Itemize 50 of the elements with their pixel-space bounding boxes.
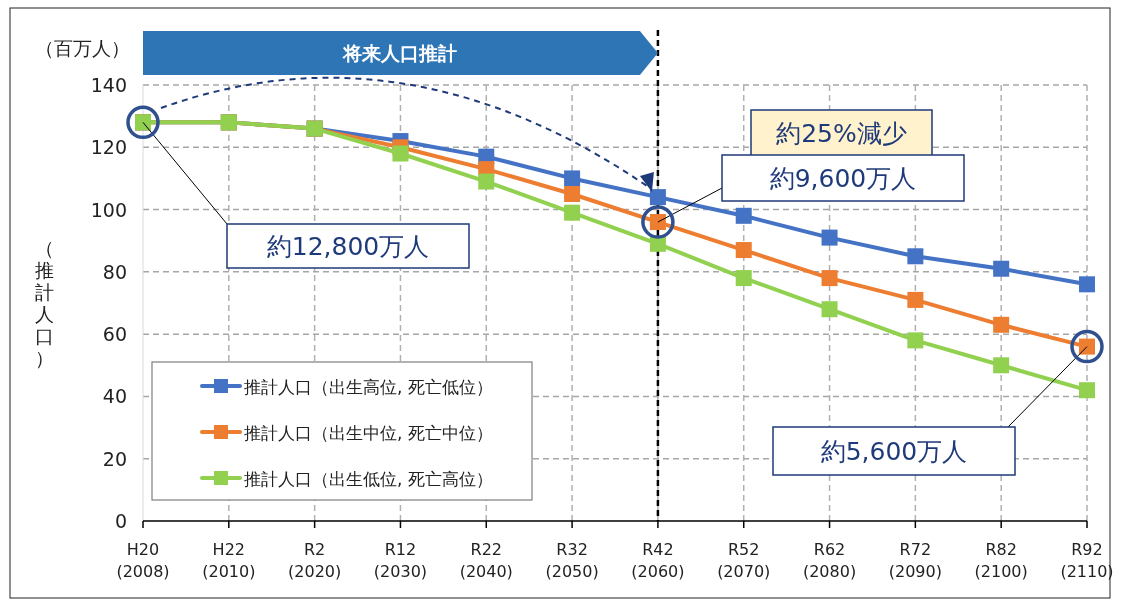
x-tick-label: R42 (2060) — [631, 540, 685, 581]
y-tick-label: 20 — [102, 447, 127, 470]
x-tick-label: R2 (2020) — [288, 540, 342, 581]
point — [993, 357, 1010, 374]
point — [649, 189, 666, 206]
x-tick-label: R52 (2070) — [717, 540, 771, 581]
point — [392, 145, 409, 162]
annotation: 約25%減少 — [776, 119, 907, 148]
point — [564, 186, 581, 202]
annotation: 約12,800万人 — [266, 232, 430, 261]
annotation: 約5,600万人 — [820, 437, 968, 466]
point — [993, 260, 1010, 277]
legend-label: 推計人口（出生低位, 死亡高位） — [244, 469, 493, 489]
point — [821, 229, 838, 246]
text: （百万人） — [35, 37, 130, 59]
y-tick-label: 120 — [90, 136, 127, 159]
y-tick-label: 0 — [114, 510, 127, 532]
point — [907, 248, 924, 265]
x-tick-label: R82 (2100) — [974, 540, 1028, 581]
point — [821, 301, 838, 318]
x-tick-label: H22 (2010) — [202, 540, 256, 581]
x-tick-label: R22 (2040) — [459, 540, 513, 581]
y-tick-label: 40 — [102, 385, 127, 408]
legend-label: 推計人口（出生高位, 死亡低位） — [244, 377, 493, 397]
x-tick-label: R62 (2080) — [802, 540, 857, 581]
y-tick-label: 100 — [90, 198, 127, 221]
y-axis-title: （推計人口） — [34, 237, 54, 369]
x-tick-label: H20 (2008) — [116, 540, 170, 581]
point — [564, 204, 581, 221]
point — [907, 332, 924, 349]
text: 将来人口推計 — [342, 42, 458, 64]
x-tick-label: R72 (2090) — [888, 540, 942, 581]
y-tick-label: 80 — [102, 260, 127, 283]
point — [1079, 276, 1095, 293]
point — [735, 270, 752, 287]
y-tick-label: 60 — [102, 323, 127, 346]
point — [907, 291, 924, 308]
point — [478, 173, 495, 190]
point — [821, 270, 838, 287]
annotation: 約9,600万人 — [769, 164, 917, 193]
point — [564, 170, 581, 187]
legend-label: 推計人口（出生中位, 死亡中位） — [244, 423, 493, 443]
point — [993, 316, 1010, 333]
x-tick-label: R32 (2050) — [545, 540, 599, 581]
point — [1079, 382, 1095, 399]
x-tick-label: R92 (2110) — [1060, 540, 1114, 581]
point — [735, 242, 752, 259]
point — [735, 207, 752, 224]
y-tick-label: 140 — [90, 74, 127, 96]
x-tick-label: R12 (2030) — [373, 540, 428, 581]
